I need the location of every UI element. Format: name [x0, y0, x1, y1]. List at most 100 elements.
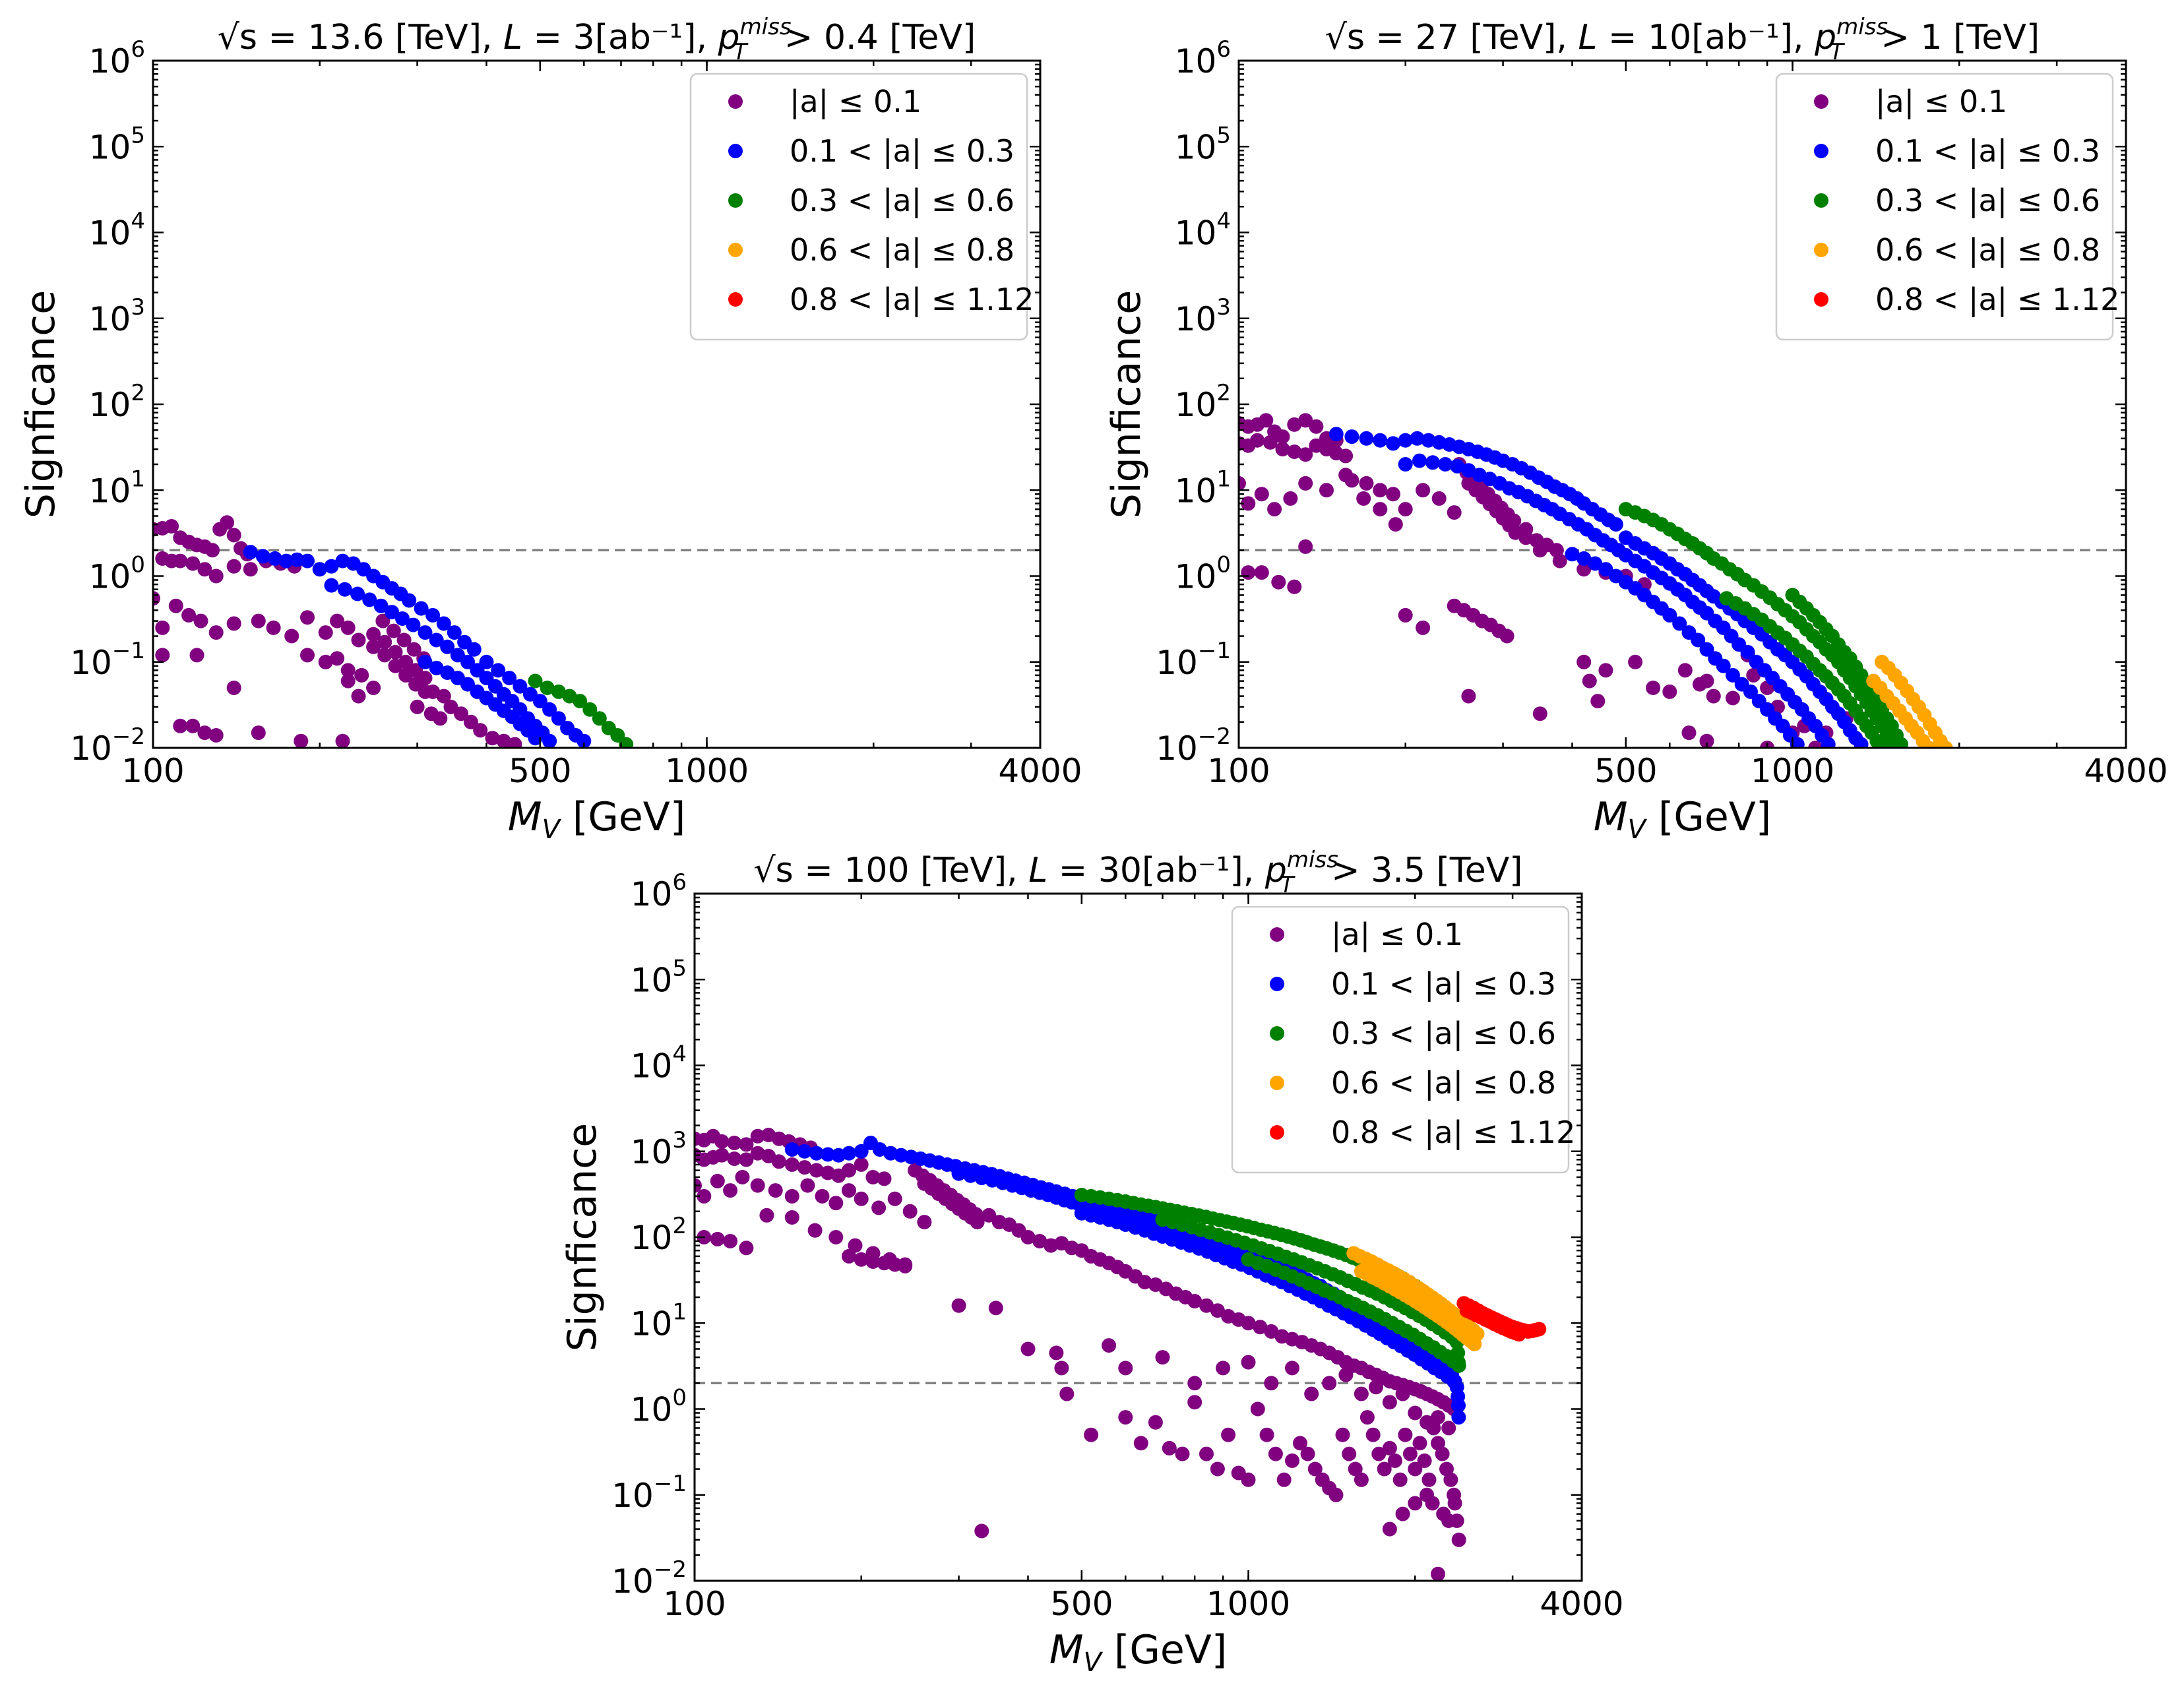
y-tick-label: 100	[631, 1385, 687, 1429]
data-point-series-1	[208, 728, 224, 743]
data-point-series-1	[330, 613, 345, 628]
data-point-series-1	[854, 1157, 869, 1172]
data-point-series-1	[828, 1230, 844, 1244]
data-point-series-1	[784, 1188, 799, 1204]
data-point-series-1	[168, 598, 183, 613]
data-point-series-2	[491, 663, 506, 678]
data-point-series-1	[1210, 1303, 1225, 1318]
legend-box	[689, 73, 1028, 341]
data-point-series-1	[1408, 1405, 1423, 1421]
data-point-series-1	[842, 1163, 856, 1178]
data-point-series-1	[377, 634, 392, 650]
data-point-series-2	[1412, 453, 1427, 468]
data-point-series-1	[396, 632, 412, 648]
data-point-series-1	[723, 1234, 738, 1248]
data-point-series-2	[460, 654, 475, 669]
data-point-series-1	[208, 568, 224, 584]
data-point-series-1	[1398, 502, 1413, 517]
data-point-series-2	[551, 711, 566, 726]
data-point-series-1	[300, 610, 315, 625]
data-point-series-1	[1309, 419, 1324, 434]
legend-marker	[1270, 927, 1284, 942]
data-point-series-1	[406, 642, 421, 657]
data-point-series-1	[386, 623, 401, 638]
data-point-series-2	[385, 605, 400, 620]
chart-panel-3: √s = 100 [TeV], L = 30[ab⁻¹], pmiss T > 3…	[559, 847, 1624, 1678]
data-point-series-1	[877, 1171, 892, 1186]
data-point-series-1	[284, 628, 299, 644]
data-point-series-1	[1576, 562, 1592, 577]
legend-label: |a| ≤ 0.1	[1331, 917, 1463, 953]
data-point-series-2	[1743, 684, 1758, 699]
y-tick-label: 106	[89, 36, 145, 80]
data-point-series-2	[1425, 455, 1440, 470]
legend-label: 0.3 < |a| ≤ 0.6	[790, 183, 1014, 219]
scatter-points	[1239, 413, 1953, 748]
legend-marker	[728, 193, 743, 208]
data-point-series-2	[1451, 1398, 1466, 1413]
data-point-series-1	[1681, 725, 1697, 741]
data-point-series-1	[1416, 483, 1431, 498]
legend-marker	[1814, 243, 1828, 257]
data-point-series-2	[1790, 737, 1805, 748]
data-point-series-1	[1102, 1338, 1117, 1353]
data-point-series-1	[1328, 1487, 1344, 1502]
data-point-series-2	[337, 582, 352, 597]
data-point-series-1	[266, 620, 281, 635]
data-point-series-1	[697, 1188, 712, 1204]
data-point-series-1	[185, 718, 201, 733]
data-point-series-1	[1582, 673, 1597, 689]
data-point-series-1	[330, 651, 345, 666]
data-point-series-2	[243, 545, 258, 560]
data-point-series-1	[1408, 1461, 1423, 1477]
data-point-series-2	[479, 654, 494, 669]
data-point-series-1	[1271, 574, 1286, 590]
data-point-series-1	[1441, 1421, 1456, 1436]
data-point-series-1	[340, 663, 356, 678]
data-point-series-1	[750, 1128, 765, 1144]
data-point-series-1	[300, 648, 315, 663]
data-point-series-1	[507, 737, 522, 748]
legend-marker	[728, 243, 743, 257]
data-point-series-2	[267, 551, 282, 566]
data-point-series-1	[887, 1191, 902, 1206]
x-tick-label: 4000	[2084, 752, 2168, 790]
data-point-series-1	[1392, 1472, 1408, 1487]
data-point-series-1	[1447, 505, 1462, 520]
data-point-series-1	[1199, 1446, 1214, 1461]
data-point-series-1	[1287, 417, 1302, 432]
data-point-series-2	[1447, 1374, 1462, 1389]
data-point-series-1	[1148, 1415, 1163, 1430]
data-point-series-1	[251, 613, 266, 628]
data-point-series-2	[1691, 632, 1706, 648]
data-point-series-1	[189, 648, 204, 663]
y-tick-label: 106	[631, 869, 687, 913]
data-point-series-1	[784, 1157, 799, 1172]
data-point-series-1	[1307, 1461, 1323, 1477]
y-tick-label: 106	[1175, 36, 1231, 80]
data-point-series-1	[366, 627, 381, 642]
data-point-series-1	[1354, 1472, 1369, 1487]
y-tick-label: 101	[1175, 466, 1231, 510]
data-point-series-1	[1285, 1453, 1299, 1468]
legend-marker	[728, 292, 743, 307]
data-point-series-2	[532, 694, 547, 709]
data-point-series-1	[354, 667, 369, 683]
data-point-series-1	[351, 632, 366, 648]
data-point-series-1	[1241, 1316, 1256, 1331]
data-point-series-1	[951, 1298, 966, 1313]
data-point-series-2	[577, 733, 592, 748]
data-point-series-2	[429, 632, 444, 648]
data-point-series-2	[513, 679, 528, 694]
data-point-series-1	[1338, 448, 1354, 464]
data-point-series-3	[540, 681, 555, 695]
data-point-series-1	[854, 1252, 869, 1267]
y-tick-label: 10−1	[611, 1471, 687, 1515]
data-point-series-1	[294, 733, 309, 748]
y-tick-label: 103	[1175, 294, 1231, 338]
data-point-series-1	[1373, 483, 1388, 498]
data-point-series-3	[592, 711, 607, 726]
legend-label: 0.1 < |a| ≤ 0.3	[1875, 133, 2100, 169]
data-point-series-1	[340, 673, 356, 689]
data-point-series-1	[877, 1256, 892, 1271]
